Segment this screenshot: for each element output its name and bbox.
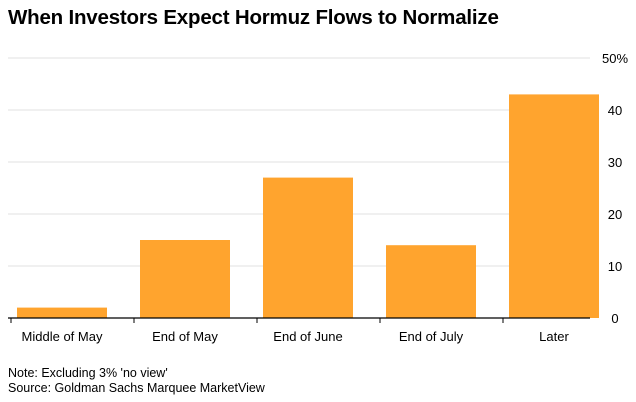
x-tick-label: End of May: [152, 329, 218, 344]
bar: [17, 307, 107, 318]
y-tick-labels: 0 10 20 30 40 50%: [602, 51, 628, 326]
bar-chart: 0 10 20 30 40 50% Middle of May End of May End …: [8, 51, 628, 344]
bars: [17, 94, 599, 319]
y-tick-label: 30: [608, 155, 622, 170]
chart-note: Note: Excluding 3% 'no view': [8, 366, 168, 380]
x-tick-label: End of June: [273, 329, 342, 344]
y-tick-label: 10: [608, 259, 622, 274]
y-tick-label: 40: [608, 103, 622, 118]
chart-footer: Note: Excluding 3% 'no view' Source: Gol…: [8, 366, 265, 396]
y-tick-label: 50%: [602, 51, 628, 66]
x-axis: [8, 317, 590, 323]
bar: [509, 94, 599, 319]
y-tick-label: 20: [608, 207, 622, 222]
y-tick-label: 0: [611, 311, 618, 326]
x-tick-label: Later: [539, 329, 569, 344]
chart-title: When Investors Expect Hormuz Flows to No…: [8, 6, 499, 29]
x-tick-label: End of July: [399, 329, 464, 344]
x-tick-label: Middle of May: [22, 329, 103, 344]
x-tick-labels: Middle of May End of May End of June End of…: [22, 329, 570, 344]
bar: [263, 177, 353, 318]
chart-source: Source: Goldman Sachs Marquee MarketView: [8, 381, 265, 395]
bar: [386, 245, 476, 318]
bar: [140, 240, 230, 318]
